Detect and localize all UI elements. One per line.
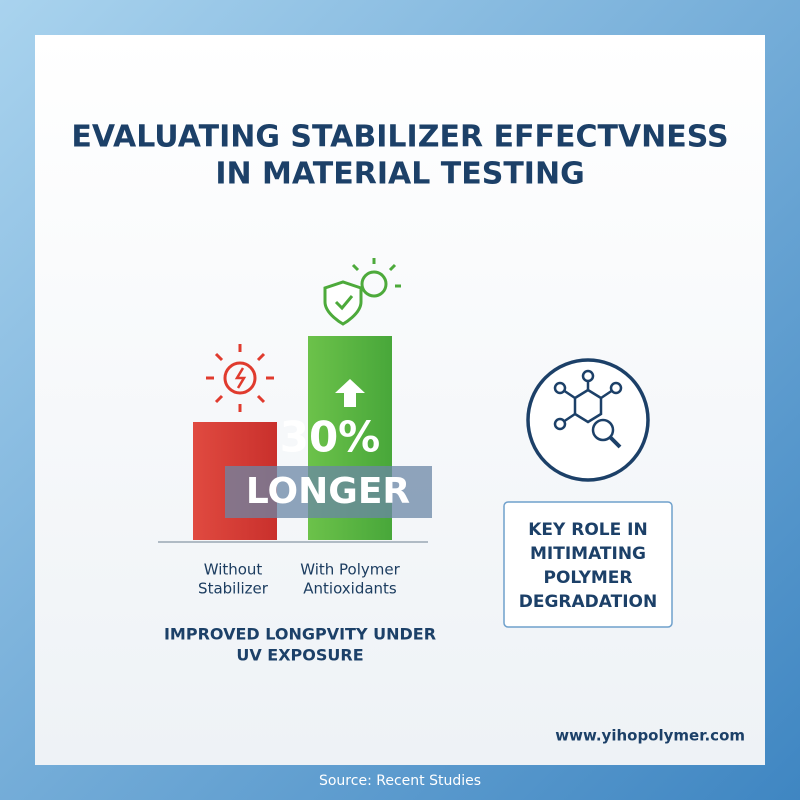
- highlight-figure: 30%: [280, 413, 381, 462]
- bar-label: With Polymer: [300, 561, 400, 579]
- highlight-box: [225, 466, 432, 518]
- website: www.yihopolymer.com: [555, 727, 745, 745]
- arrow-up: [335, 379, 365, 407]
- bar-label: Antioxidants: [303, 580, 397, 598]
- key-role-line: MITIMATING: [530, 544, 646, 564]
- bar-label: Stabilizer: [198, 580, 269, 598]
- title-line: IN MATERIAL TESTING: [215, 157, 584, 192]
- key-role-box: [503, 501, 673, 628]
- molecule-icon: [553, 369, 623, 449]
- bar-label: Without: [204, 561, 263, 579]
- highlight-word: LONGER: [246, 471, 410, 512]
- caption-line: IMPROVED LONGPVITY UNDER: [164, 625, 436, 644]
- title-line: EVALUATING STABILIZER EFFECTVNESS: [71, 120, 728, 155]
- key-role-line: DEGRADATION: [519, 592, 657, 612]
- caption-line: UV EXPOSURE: [236, 646, 363, 665]
- shield-icon: [323, 258, 401, 326]
- sun-icon: [206, 344, 274, 412]
- source: Source: Recent Studies: [319, 773, 481, 789]
- key-role-line: POLYMER: [543, 568, 632, 588]
- key-role-line: KEY ROLE IN: [528, 520, 647, 540]
